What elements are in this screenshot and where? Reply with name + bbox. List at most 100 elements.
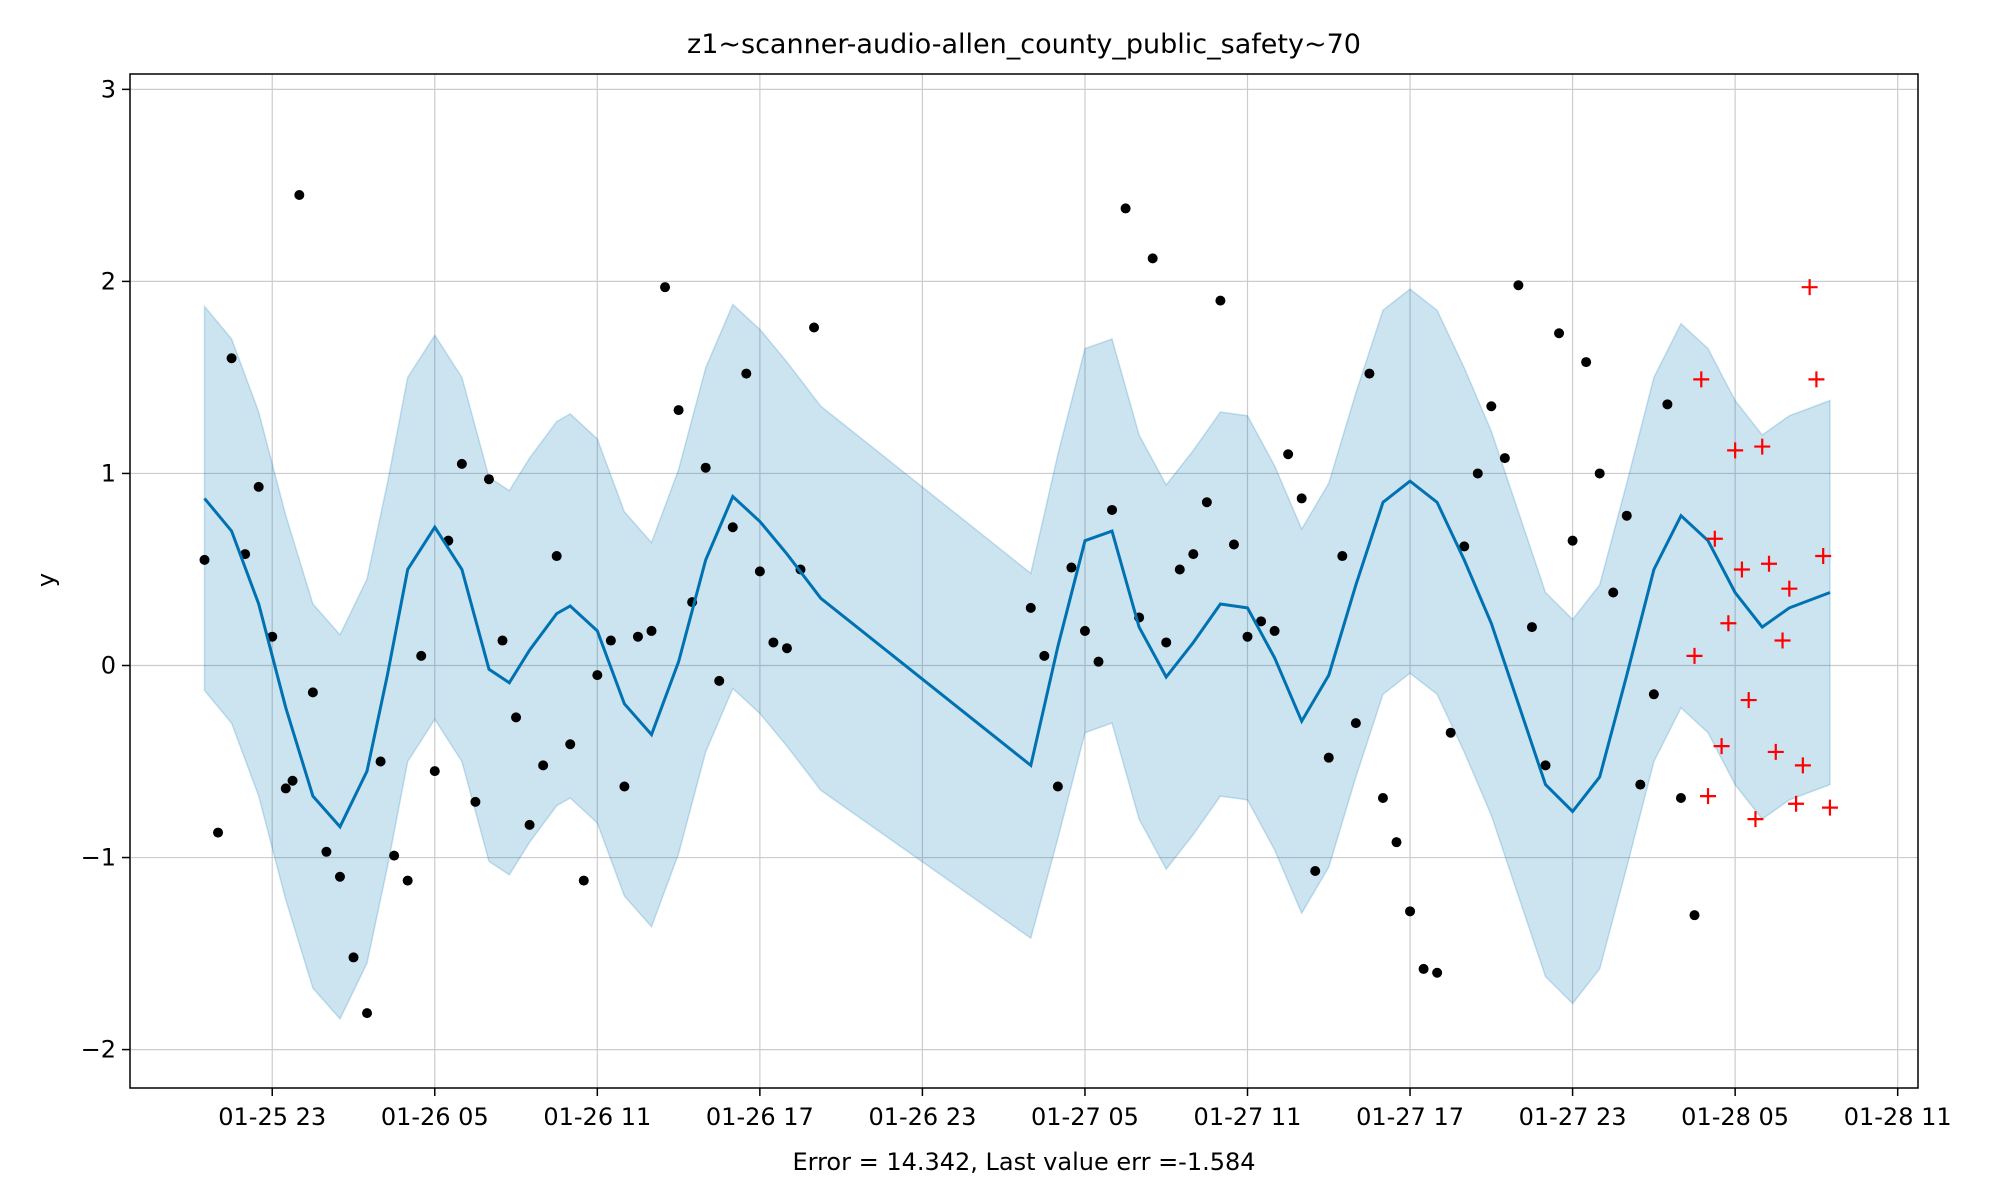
observed-point <box>199 554 210 565</box>
observed-point <box>1337 551 1348 562</box>
observed-point <box>470 796 481 807</box>
observed-point <box>1459 541 1470 552</box>
test-point <box>1815 548 1832 565</box>
observed-point <box>294 189 305 200</box>
observed-point <box>213 827 224 838</box>
y-tick-label: 0 <box>101 652 116 680</box>
test-point <box>1706 530 1723 547</box>
observed-point <box>1635 779 1646 790</box>
observed-point <box>1364 368 1375 379</box>
observed-point <box>1377 793 1388 804</box>
observed-point <box>578 875 589 886</box>
x-tick-label: 01-26 05 <box>381 1103 489 1131</box>
observed-point <box>809 322 820 333</box>
observed-point <box>592 670 603 681</box>
observed-point <box>1296 493 1307 504</box>
observed-point <box>1662 399 1673 410</box>
observed-point <box>226 353 237 364</box>
observed-point <box>768 637 779 648</box>
x-axis-label: Error = 14.342, Last value err =-1.584 <box>792 1148 1255 1176</box>
observed-point <box>1513 280 1524 291</box>
y-tick-label: 2 <box>101 267 116 295</box>
y-tick-label: 3 <box>101 75 116 103</box>
observed-point <box>1256 616 1267 627</box>
y-axis: −2 −1 0 1 2 3 <box>81 75 130 1064</box>
observed-point <box>632 631 643 642</box>
observed-point <box>619 781 630 792</box>
observed-point <box>727 522 738 533</box>
test-point <box>1720 615 1737 632</box>
observed-point <box>1174 564 1185 575</box>
observed-point <box>307 687 318 698</box>
test-point <box>1693 371 1710 388</box>
observed-point <box>321 846 332 857</box>
x-tick-label: 01-28 11 <box>1844 1103 1952 1131</box>
test-point <box>1774 632 1791 649</box>
test-point <box>1808 371 1825 388</box>
observed-point <box>416 650 427 661</box>
observed-points <box>199 189 1700 1019</box>
observed-point <box>1499 453 1510 464</box>
observed-point <box>741 368 752 379</box>
observed-point <box>456 458 467 469</box>
observed-point <box>1161 637 1172 648</box>
observed-point <box>1188 549 1199 560</box>
observed-point <box>1323 752 1334 763</box>
observed-point <box>389 850 400 861</box>
chart-title: z1~scanner-audio-allen_county_public_saf… <box>687 29 1361 60</box>
observed-point <box>1581 357 1592 368</box>
observed-point <box>253 481 264 492</box>
observed-point <box>1540 760 1551 771</box>
test-point <box>1794 757 1811 774</box>
test-points <box>1686 279 1838 828</box>
observed-point <box>1269 625 1280 636</box>
observed-point <box>1039 650 1050 661</box>
observed-point <box>551 551 562 562</box>
observed-point <box>280 783 291 794</box>
x-tick-label: 01-27 05 <box>1031 1103 1139 1131</box>
test-point <box>1788 795 1805 812</box>
observed-point <box>1093 656 1104 667</box>
x-tick-label: 01-26 17 <box>706 1103 814 1131</box>
test-point <box>1740 692 1757 709</box>
observed-point <box>754 566 765 577</box>
observed-point <box>362 1008 373 1019</box>
observed-point <box>646 625 657 636</box>
observed-point <box>334 871 345 882</box>
observed-point <box>1147 253 1158 264</box>
test-point <box>1713 738 1730 755</box>
observed-point <box>1405 906 1416 917</box>
test-point <box>1727 442 1744 459</box>
observed-point <box>402 875 413 886</box>
test-point <box>1767 743 1784 760</box>
observed-point <box>1228 539 1239 550</box>
observed-point <box>1310 865 1321 876</box>
observed-point <box>1418 963 1429 974</box>
observed-point <box>524 819 535 830</box>
observed-point <box>1648 689 1659 700</box>
observed-point <box>1567 535 1578 546</box>
test-point <box>1761 555 1777 572</box>
observed-point <box>700 462 711 473</box>
observed-point <box>1554 328 1565 339</box>
axes-frame <box>129 73 1919 1089</box>
observed-point <box>483 474 494 485</box>
observed-point <box>1486 401 1497 412</box>
observed-point <box>605 635 616 646</box>
test-point <box>1747 811 1764 828</box>
y-axis-label: y <box>32 573 60 587</box>
observed-point <box>565 739 576 750</box>
observed-point <box>538 760 549 771</box>
x-tick-label: 01-27 23 <box>1519 1103 1627 1131</box>
observed-point <box>673 405 684 416</box>
observed-point <box>1079 625 1090 636</box>
x-tick-label: 01-25 23 <box>218 1103 326 1131</box>
observed-point <box>1594 468 1605 479</box>
observed-point <box>375 756 386 767</box>
observed-point <box>497 635 508 646</box>
plot-area <box>199 189 1838 1021</box>
observed-point <box>1689 910 1700 921</box>
observed-point <box>781 643 792 654</box>
